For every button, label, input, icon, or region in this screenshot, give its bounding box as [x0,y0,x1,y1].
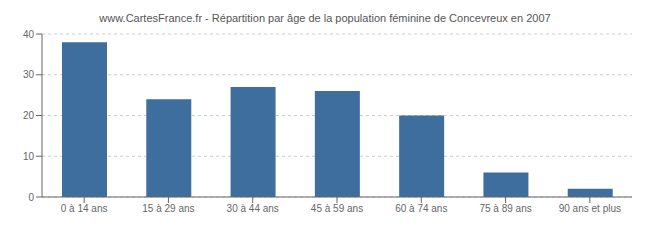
svg-text:0: 0 [28,192,34,203]
svg-text:30: 30 [23,69,35,80]
svg-text:45 à 59 ans: 45 à 59 ans [311,203,363,214]
svg-text:40: 40 [23,29,35,40]
svg-text:20: 20 [23,110,35,121]
svg-text:10: 10 [23,151,35,162]
svg-text:15 à 29 ans: 15 à 29 ans [142,203,194,214]
svg-text:0 à 14 ans: 0 à 14 ans [61,203,108,214]
svg-text:60 à 74 ans: 60 à 74 ans [395,203,447,214]
svg-text:90 ans et plus: 90 ans et plus [559,203,621,214]
html-text:www.CartesFrance.fr - Répartit: www.CartesFrance.fr - Répartition par âg… [99,12,551,24]
svg-text:75 à 89 ans: 75 à 89 ans [479,203,531,214]
svg-text:30 à 44 ans: 30 à 44 ans [227,203,279,214]
